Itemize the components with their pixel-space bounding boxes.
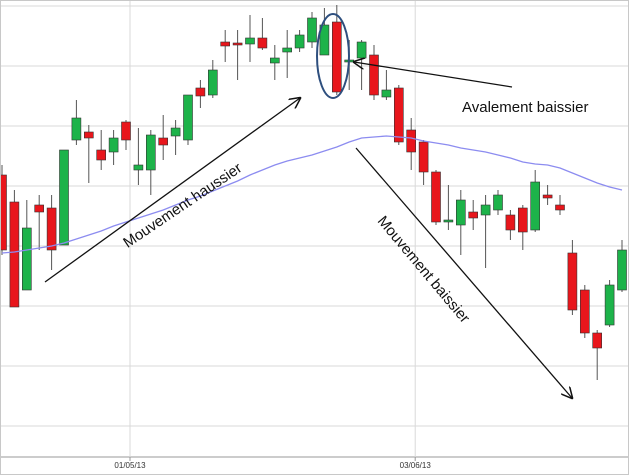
candle-body xyxy=(232,42,243,46)
candle-body xyxy=(493,194,503,211)
arrow-up xyxy=(44,98,300,283)
candle-body xyxy=(455,199,466,226)
candle-body xyxy=(183,94,193,141)
candle-body xyxy=(567,252,578,311)
candle-body xyxy=(208,69,218,96)
candle-body xyxy=(34,204,45,213)
candle-body xyxy=(59,149,69,246)
candle-body xyxy=(604,284,615,326)
candle-body xyxy=(257,37,268,49)
candle-body xyxy=(579,289,590,334)
candle-body xyxy=(146,134,156,171)
candle-body xyxy=(21,227,32,291)
candle-body xyxy=(0,174,7,251)
candle-body xyxy=(369,54,379,96)
candle-body xyxy=(331,21,342,93)
arrow-down xyxy=(355,147,572,398)
candle-body xyxy=(84,131,94,139)
candle-body xyxy=(319,24,330,56)
moving-average xyxy=(1,135,623,254)
candle-body xyxy=(220,41,230,47)
arrow-engulfing xyxy=(354,62,513,88)
candle-body xyxy=(468,211,479,219)
candle-body xyxy=(480,204,491,216)
candle-body xyxy=(542,194,553,199)
candle-body xyxy=(406,129,417,153)
candle-body xyxy=(96,149,106,161)
candle-body xyxy=(294,34,305,49)
highlight-ellipse xyxy=(316,13,350,99)
candle-body xyxy=(505,214,516,231)
candle-body xyxy=(356,41,367,59)
candle-body xyxy=(517,207,528,233)
annotation: Avalement baissier xyxy=(462,99,588,116)
candle-body xyxy=(617,249,627,291)
x-tick-label: 03/06/13 xyxy=(400,461,432,470)
candle-body xyxy=(418,141,429,173)
candle-body xyxy=(121,121,131,141)
candle-body xyxy=(592,332,603,349)
candle-body xyxy=(108,137,119,153)
candle-body xyxy=(245,37,255,45)
candle-body xyxy=(393,87,404,143)
candle-body xyxy=(530,181,541,231)
candle-body xyxy=(269,57,280,64)
candle-body xyxy=(431,171,441,223)
candle-body xyxy=(282,47,293,53)
candle-body xyxy=(46,207,57,251)
candle-body xyxy=(555,204,565,211)
candle-body xyxy=(443,219,454,223)
x-tick-label: 01/05/13 xyxy=(114,461,146,470)
candle-body xyxy=(170,127,181,137)
candle-body xyxy=(133,164,144,171)
candle-body xyxy=(195,87,206,97)
candle-body xyxy=(9,201,20,308)
candle-body xyxy=(71,117,82,141)
candle-body xyxy=(381,89,392,98)
candle-body xyxy=(158,137,168,146)
candle-body xyxy=(307,17,317,43)
